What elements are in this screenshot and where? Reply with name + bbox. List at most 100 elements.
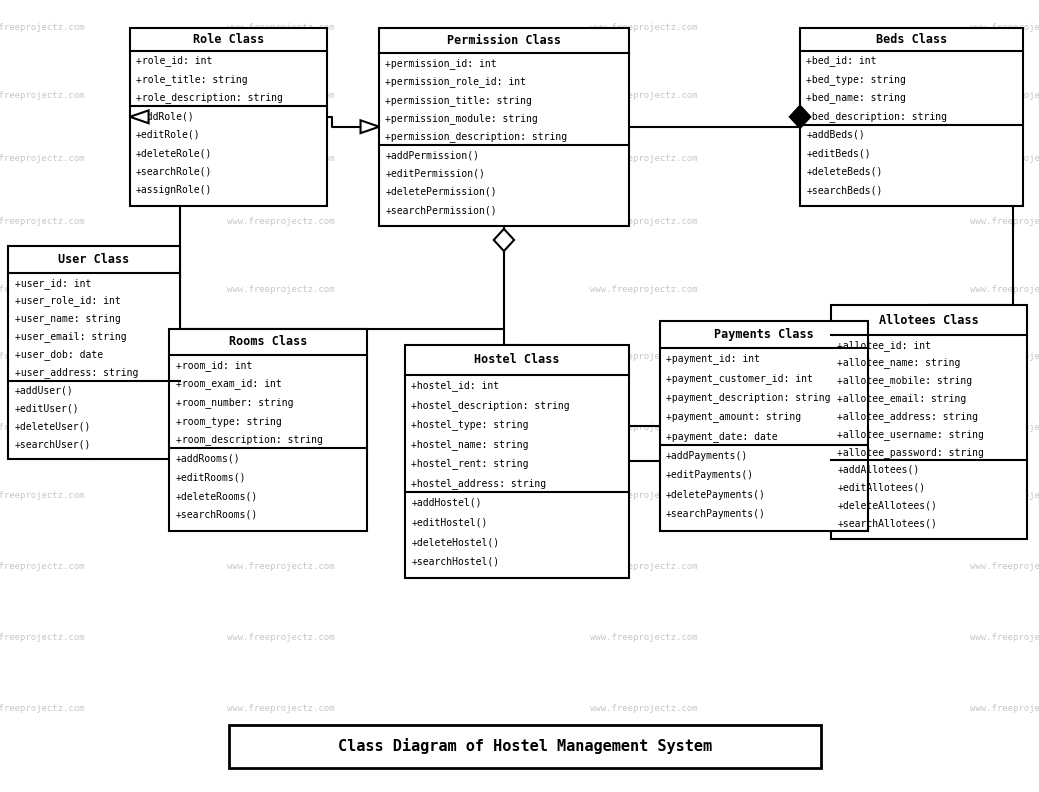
Text: +user_email: string: +user_email: string	[15, 331, 126, 342]
Text: www.freeprojectz.com: www.freeprojectz.com	[227, 352, 335, 361]
Text: +role_title: string: +role_title: string	[136, 74, 247, 85]
Text: +allotee_name: string: +allotee_name: string	[837, 357, 961, 368]
Text: Beds Class: Beds Class	[876, 32, 948, 46]
Text: +user_id: int: +user_id: int	[15, 278, 91, 288]
Text: +editPayments(): +editPayments()	[666, 470, 754, 480]
Text: +searchBeds(): +searchBeds()	[806, 185, 883, 196]
Text: www.freeprojectz.com: www.freeprojectz.com	[590, 90, 698, 100]
Text: +bed_type: string: +bed_type: string	[806, 74, 906, 85]
Text: www.freeprojectz.com: www.freeprojectz.com	[590, 217, 698, 227]
Text: +room_description: string: +room_description: string	[176, 435, 322, 445]
Text: Permission Class: Permission Class	[447, 34, 561, 47]
Text: +bed_name: string: +bed_name: string	[806, 93, 906, 104]
Text: +deleteUser(): +deleteUser()	[15, 421, 91, 432]
Text: www.freeprojectz.com: www.freeprojectz.com	[227, 23, 335, 32]
Text: www.freeprojectz.com: www.freeprojectz.com	[227, 423, 335, 432]
Text: +addBeds(): +addBeds()	[806, 130, 865, 140]
Text: www.freeprojectz.com: www.freeprojectz.com	[969, 352, 1039, 361]
Text: www.freeprojectz.com: www.freeprojectz.com	[969, 154, 1039, 163]
Text: www.freeprojectz.com: www.freeprojectz.com	[590, 423, 698, 432]
Text: +deleteRooms(): +deleteRooms()	[176, 491, 258, 501]
Text: +hostel_address: string: +hostel_address: string	[411, 478, 547, 489]
Text: +role_description: string: +role_description: string	[136, 93, 283, 104]
Text: +allotee_username: string: +allotee_username: string	[837, 428, 984, 440]
Text: www.freeprojectz.com: www.freeprojectz.com	[227, 284, 335, 294]
Text: +allotee_id: int: +allotee_id: int	[837, 340, 931, 351]
Text: Role Class: Role Class	[193, 32, 264, 46]
Text: Rooms Class: Rooms Class	[229, 335, 308, 348]
Text: +searchHostel(): +searchHostel()	[411, 557, 500, 566]
Text: +role_id: int: +role_id: int	[136, 55, 213, 67]
Text: Allotees Class: Allotees Class	[879, 314, 979, 326]
Text: www.freeprojectz.com: www.freeprojectz.com	[0, 154, 85, 163]
Text: +deletePermission(): +deletePermission()	[385, 187, 497, 197]
Text: www.freeprojectz.com: www.freeprojectz.com	[0, 423, 85, 432]
Text: +hostel_type: string: +hostel_type: string	[411, 419, 529, 430]
Text: +addRole(): +addRole()	[136, 112, 195, 121]
Text: www.freeprojectz.com: www.freeprojectz.com	[227, 217, 335, 227]
Text: www.freeprojectz.com: www.freeprojectz.com	[0, 704, 85, 714]
Text: www.freeprojectz.com: www.freeprojectz.com	[969, 217, 1039, 227]
Text: www.freeprojectz.com: www.freeprojectz.com	[969, 562, 1039, 571]
Text: +hostel_rent: string: +hostel_rent: string	[411, 459, 529, 470]
Text: +payment_description: string: +payment_description: string	[666, 392, 830, 403]
Text: www.freeprojectz.com: www.freeprojectz.com	[0, 217, 85, 227]
Text: +deleteHostel(): +deleteHostel()	[411, 537, 500, 547]
Text: +user_name: string: +user_name: string	[15, 314, 121, 325]
Text: +editAllotees(): +editAllotees()	[837, 483, 926, 493]
Text: www.freeprojectz.com: www.freeprojectz.com	[0, 90, 85, 100]
Bar	[800, 28, 1023, 206]
Polygon shape	[494, 229, 514, 251]
Text: +editHostel(): +editHostel()	[411, 517, 488, 527]
Text: +user_role_id: int: +user_role_id: int	[15, 295, 121, 307]
Text: +assignRole(): +assignRole()	[136, 185, 213, 196]
Text: www.freeprojectz.com: www.freeprojectz.com	[969, 704, 1039, 714]
Text: +deleteRole(): +deleteRole()	[136, 148, 213, 158]
Text: www.freeprojectz.com: www.freeprojectz.com	[227, 633, 335, 642]
Text: www.freeprojectz.com: www.freeprojectz.com	[227, 490, 335, 500]
Text: +searchRole(): +searchRole()	[136, 167, 213, 177]
Text: +payment_amount: string: +payment_amount: string	[666, 412, 801, 422]
Text: +room_type: string: +room_type: string	[176, 416, 282, 427]
Polygon shape	[361, 120, 379, 133]
Bar	[405, 345, 629, 578]
Text: +payment_customer_id: int: +payment_customer_id: int	[666, 373, 812, 383]
Text: +addPermission(): +addPermission()	[385, 150, 479, 160]
Text: +allotee_email: string: +allotee_email: string	[837, 393, 966, 404]
Text: www.freeprojectz.com: www.freeprojectz.com	[969, 633, 1039, 642]
Text: +permission_title: string: +permission_title: string	[385, 95, 532, 105]
Polygon shape	[790, 106, 810, 128]
Text: +permission_description: string: +permission_description: string	[385, 131, 567, 143]
Text: +searchPayments(): +searchPayments()	[666, 509, 766, 519]
Text: www.freeprojectz.com: www.freeprojectz.com	[969, 423, 1039, 432]
Text: www.freeprojectz.com: www.freeprojectz.com	[590, 23, 698, 32]
Text: +searchPermission(): +searchPermission()	[385, 205, 497, 215]
Text: +bed_description: string: +bed_description: string	[806, 111, 948, 122]
Text: +deleteAllotees(): +deleteAllotees()	[837, 501, 937, 511]
Text: www.freeprojectz.com: www.freeprojectz.com	[227, 154, 335, 163]
Text: +permission_role_id: int: +permission_role_id: int	[385, 76, 527, 87]
Text: +hostel_id: int: +hostel_id: int	[411, 380, 500, 391]
Text: +searchUser(): +searchUser()	[15, 439, 91, 449]
Text: +permission_id: int: +permission_id: int	[385, 58, 497, 69]
Text: www.freeprojectz.com: www.freeprojectz.com	[590, 352, 698, 361]
Text: +editPermission(): +editPermission()	[385, 169, 485, 178]
Bar	[831, 305, 1027, 539]
Text: www.freeprojectz.com: www.freeprojectz.com	[969, 490, 1039, 500]
Text: +hostel_description: string: +hostel_description: string	[411, 400, 570, 410]
Text: www.freeprojectz.com: www.freeprojectz.com	[0, 284, 85, 294]
Text: www.freeprojectz.com: www.freeprojectz.com	[0, 633, 85, 642]
Text: +addRooms(): +addRooms()	[176, 454, 240, 463]
Text: +editUser(): +editUser()	[15, 403, 79, 413]
Text: +editRole(): +editRole()	[136, 130, 201, 140]
Text: www.freeprojectz.com: www.freeprojectz.com	[590, 490, 698, 500]
Text: www.freeprojectz.com: www.freeprojectz.com	[969, 23, 1039, 32]
Text: +user_dob: date: +user_dob: date	[15, 349, 103, 360]
Bar	[229, 725, 821, 768]
Text: +searchRooms(): +searchRooms()	[176, 510, 258, 520]
Text: www.freeprojectz.com: www.freeprojectz.com	[590, 562, 698, 571]
Bar	[379, 28, 629, 226]
Text: +editRooms(): +editRooms()	[176, 472, 246, 482]
Text: +allotee_password: string: +allotee_password: string	[837, 447, 984, 458]
Text: www.freeprojectz.com: www.freeprojectz.com	[227, 704, 335, 714]
